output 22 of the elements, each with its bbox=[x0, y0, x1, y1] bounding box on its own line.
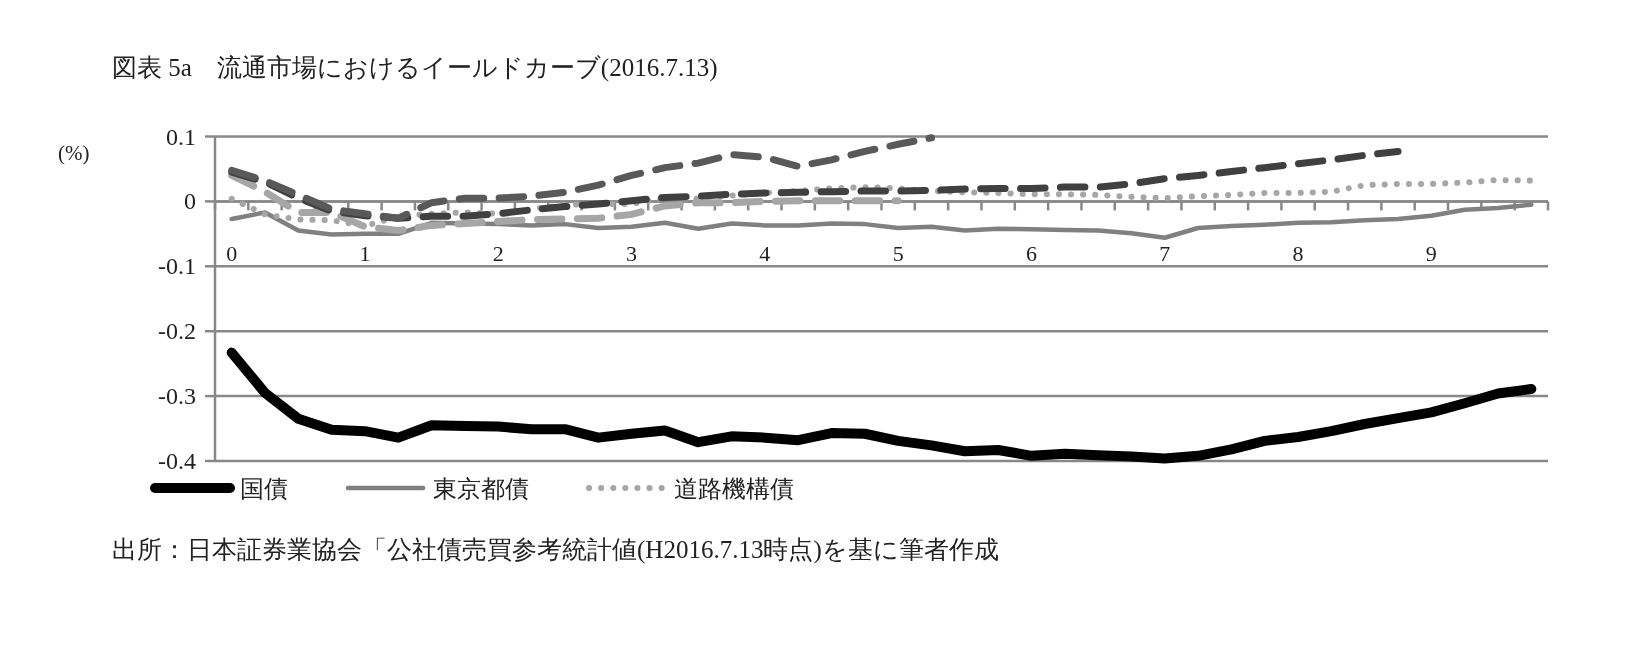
legend-label: 道路機構債 bbox=[674, 476, 794, 502]
x-tick-label: 8 bbox=[1292, 241, 1304, 267]
y-tick-label: -0.2 bbox=[158, 318, 196, 345]
legend-label: 東京都債 bbox=[433, 476, 529, 502]
chart-title: 図表 5a 流通市場におけるイールドカーブ(2016.7.13) bbox=[112, 54, 718, 82]
y-tick-label: -0.3 bbox=[158, 383, 196, 410]
x-tick-label: 7 bbox=[1159, 241, 1171, 267]
x-tick-label: 5 bbox=[892, 241, 904, 267]
x-tick-label: 1 bbox=[359, 241, 371, 267]
x-tick-label: 6 bbox=[1025, 241, 1037, 267]
legend-label: 国債 bbox=[240, 476, 288, 502]
x-tick-label: 3 bbox=[626, 241, 638, 267]
x-tick-label: 0 bbox=[226, 241, 238, 267]
y-axis-title: (%) bbox=[58, 141, 90, 165]
text: 出所：日本証券業協会「公社債売買参考統計値(H2016.7.13時点)を基に筆者作成 bbox=[112, 536, 999, 564]
x-tick-label: 4 bbox=[759, 241, 771, 267]
y-tick-label: 0 bbox=[184, 188, 196, 215]
x-tick-label: 2 bbox=[492, 241, 504, 267]
y-tick-label: -0.1 bbox=[158, 253, 196, 280]
x-tick-label: 9 bbox=[1425, 241, 1437, 267]
y-tick-label: 0.1 bbox=[166, 123, 196, 150]
y-tick-label: -0.4 bbox=[158, 448, 196, 474]
